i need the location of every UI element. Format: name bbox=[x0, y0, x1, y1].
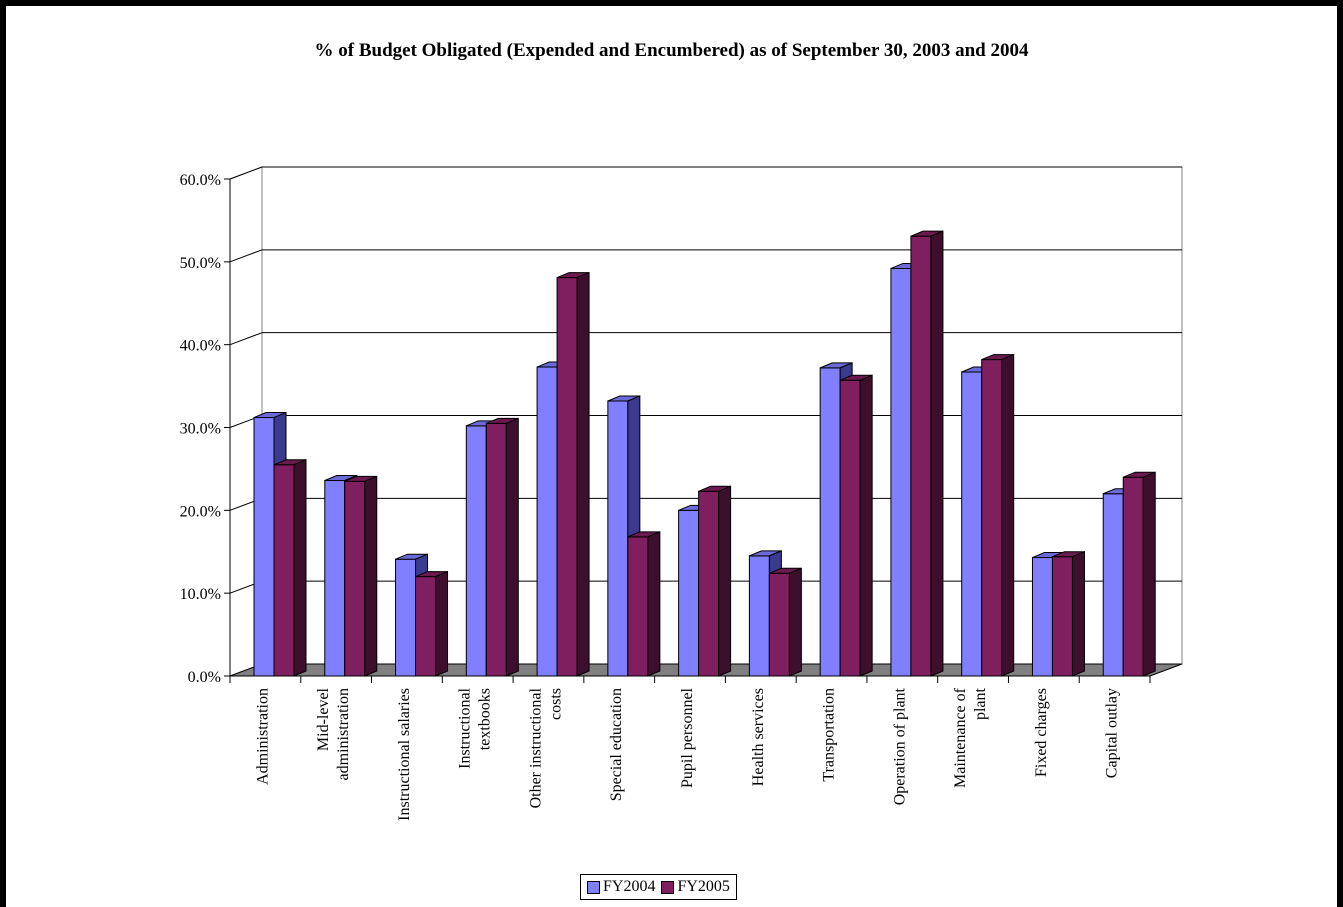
bar-fy2005-mid-level-administration bbox=[344, 475, 378, 677]
y-tick-label: 40.0% bbox=[180, 338, 221, 355]
x-tick-label-other-instructional-costs: costs bbox=[547, 688, 564, 720]
legend-swatch-fy2005 bbox=[661, 880, 675, 894]
bar-fy2005-pupil-personnel bbox=[698, 485, 732, 677]
legend-swatch-fy2004 bbox=[587, 880, 600, 894]
bar-front bbox=[839, 379, 861, 677]
bar-fy2005-other-instructional-costs bbox=[556, 271, 590, 677]
bar-front bbox=[819, 367, 841, 677]
legend-label-fy2004: FY2004 bbox=[603, 878, 656, 895]
bar-fy2005-transportation bbox=[839, 374, 873, 677]
x-tick-label-operation-of-plant: Operation of plant bbox=[891, 687, 908, 805]
y-tick-label: 50.0% bbox=[180, 255, 221, 272]
bar-fy2005-operation-of-plant bbox=[910, 230, 944, 677]
bar-front bbox=[324, 480, 346, 677]
bar-front bbox=[768, 572, 790, 677]
x-tick-label-fixed-charges: Fixed charges bbox=[1033, 688, 1050, 777]
bar-side bbox=[1142, 471, 1156, 677]
x-tick-label-health-services: Health services bbox=[750, 688, 767, 786]
bar-side bbox=[1071, 550, 1085, 677]
bar-front bbox=[910, 235, 932, 677]
x-axis-labels: Administration Mid-level administration Ins… bbox=[254, 687, 1120, 821]
bar-front bbox=[344, 480, 366, 677]
bar-fy2005-capital-outlay bbox=[1122, 471, 1156, 677]
x-tick-label-capital-outlay: Capital outlay bbox=[1104, 688, 1121, 778]
gridline-side bbox=[229, 249, 263, 263]
bar-fy2005-instructional-textbooks bbox=[485, 417, 519, 677]
x-tick-label-mid-level-administration: administration bbox=[335, 688, 352, 780]
bar-front bbox=[981, 359, 1003, 677]
bar-front bbox=[1122, 476, 1144, 677]
x-tick-label-instructional-textbooks: Instructional bbox=[457, 687, 474, 768]
x-tick-label-administration: Administration bbox=[254, 688, 271, 785]
x-tick-label-pupil-personnel: Pupil personnel bbox=[679, 687, 696, 788]
bar-front bbox=[890, 267, 912, 677]
bar-side bbox=[435, 570, 449, 677]
y-tick-label: 30.0% bbox=[180, 421, 221, 438]
y-tick-label: 20.0% bbox=[180, 503, 221, 520]
bar-fy2005-special-education bbox=[627, 531, 661, 677]
y-tick-label: 10.0% bbox=[180, 586, 221, 603]
bar-fy2005-health-services bbox=[768, 567, 802, 677]
bar-front bbox=[395, 558, 417, 677]
bar-side bbox=[718, 485, 732, 677]
x-tick-label-mid-level-administration: Mid-level bbox=[315, 687, 332, 751]
bar-front bbox=[1051, 556, 1073, 677]
bar-front bbox=[627, 536, 649, 677]
bar-front bbox=[536, 366, 558, 677]
bar-front bbox=[1031, 557, 1053, 677]
bar-front bbox=[253, 417, 275, 677]
chart-title: % of Budget Obligated (Expended and Encu… bbox=[314, 40, 1029, 61]
bar-front bbox=[748, 555, 770, 677]
x-tick-label-special-education: Special education bbox=[608, 688, 625, 801]
x-tick-label-maintenance-of-plant: plant bbox=[972, 687, 989, 720]
y-tick-label: 60.0% bbox=[180, 172, 221, 189]
bar-front bbox=[556, 277, 578, 677]
x-tick-label-maintenance-of-plant: Maintenance of bbox=[952, 687, 969, 788]
bar-side bbox=[1001, 353, 1015, 677]
bar-fy2005-maintenance-of-plant bbox=[981, 353, 1015, 677]
bar-side bbox=[859, 374, 873, 677]
bar-front bbox=[485, 422, 507, 677]
bar-side bbox=[930, 230, 944, 677]
bar-front bbox=[698, 490, 720, 677]
legend-item-fy2005: FY2005 bbox=[661, 878, 730, 896]
legend-item-fy2004: FY2004 bbox=[587, 878, 655, 896]
gridline-side bbox=[229, 166, 263, 180]
bar-front bbox=[607, 400, 629, 677]
bars bbox=[253, 230, 1156, 677]
y-tick-label: 0.0% bbox=[188, 669, 221, 686]
bar-front bbox=[415, 576, 437, 677]
x-tick-label-instructional-salaries: Instructional salaries bbox=[396, 688, 413, 821]
bar-fy2005-fixed-charges bbox=[1051, 550, 1085, 677]
bar-front bbox=[961, 371, 983, 677]
bar-front bbox=[678, 509, 700, 677]
bar-side bbox=[788, 567, 802, 677]
bar-side bbox=[647, 531, 661, 677]
bar-side bbox=[364, 475, 378, 677]
x-tick-label-transportation: Transportation bbox=[821, 688, 838, 782]
bar-side bbox=[505, 417, 519, 677]
x-tick-label-instructional-textbooks: textbooks bbox=[477, 688, 494, 750]
bar-fy2005-instructional-salaries bbox=[415, 570, 449, 677]
gridline-side bbox=[229, 332, 263, 346]
bar-front bbox=[1102, 493, 1124, 677]
legend-label-fy2005: FY2005 bbox=[677, 878, 730, 895]
bar-side bbox=[576, 271, 590, 677]
bar-front bbox=[465, 425, 487, 677]
x-tick-label-other-instructional-costs: Other instructional bbox=[527, 687, 544, 808]
bar-side bbox=[293, 459, 307, 677]
legend: FY2004 FY2005 bbox=[580, 874, 737, 900]
bar-front bbox=[273, 464, 295, 677]
bar-fy2005-administration bbox=[273, 459, 307, 677]
